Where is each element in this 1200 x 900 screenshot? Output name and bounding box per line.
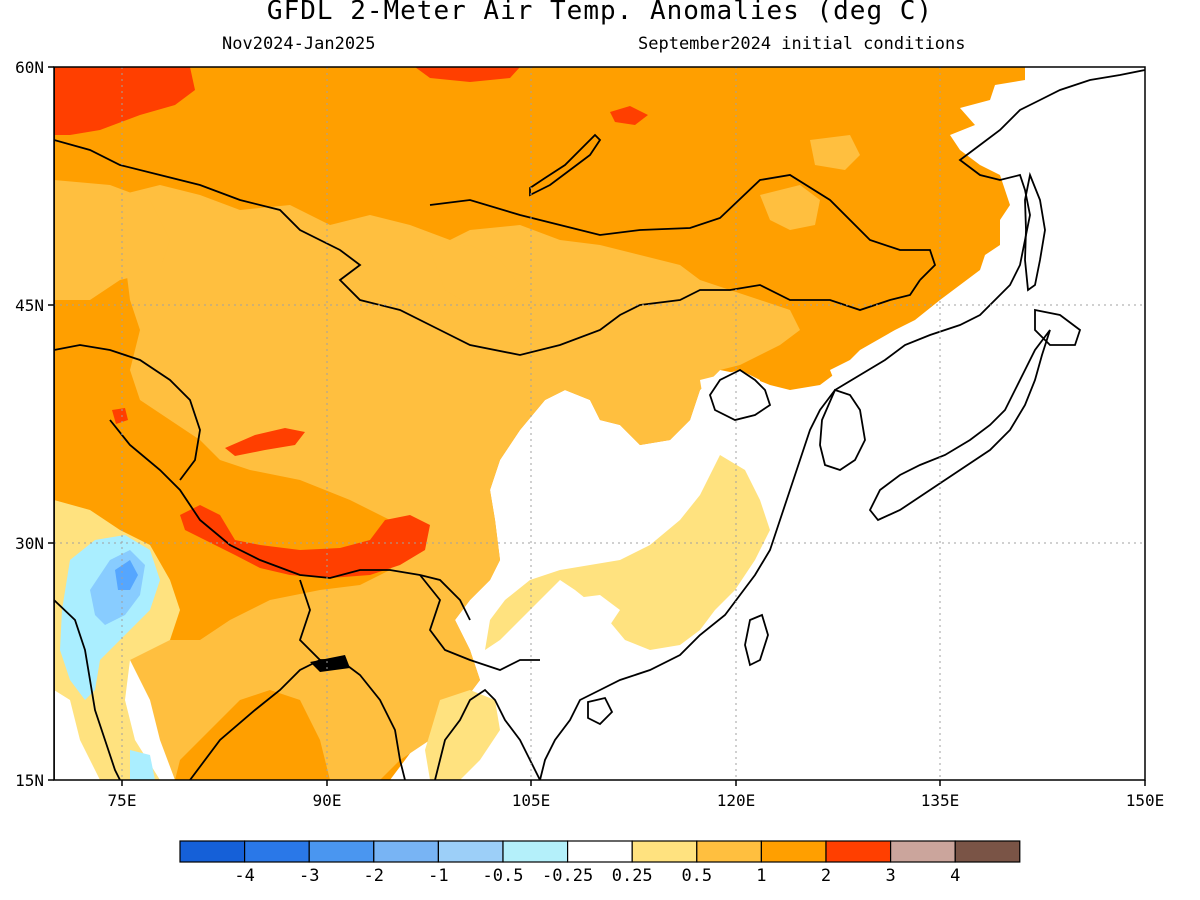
latitude-labels: 60N 45N 30N 15N: [15, 58, 44, 790]
central-asia-border: [54, 344, 201, 481]
colorbar-swatch-8: [696, 840, 762, 863]
colorbar-swatch-6: [566, 840, 633, 863]
map-title: GFDL 2-Meter Air Temp. Anomalies (deg C): [266, 0, 934, 26]
anomaly-region-0.5to1-southeast: [485, 455, 770, 650]
anomaly-hotspot-gt3-urals: [54, 67, 195, 135]
colorbar-swatch-2: [308, 840, 375, 863]
anomaly-patch-1to2-west: [54, 180, 170, 300]
lon-label-135: 135E: [921, 791, 960, 810]
colorbar-label-7: 0.5: [681, 866, 712, 886]
himalaya-border: [109, 419, 471, 621]
colorbar-label-2: -2: [364, 866, 384, 886]
taiwan-outline: [744, 613, 769, 667]
colorbar-label-6: 0.25: [612, 866, 653, 886]
colorbar-swatch-12: [954, 840, 1021, 863]
colorbar-label-1: -3: [299, 866, 319, 886]
bohai-coast: [709, 368, 772, 421]
southwest-border: [298, 579, 321, 661]
neutral-patch-korea: [830, 340, 900, 395]
hokkaido-outline: [1034, 308, 1082, 346]
anomaly-hotspot-gt3-himalaya: [180, 505, 430, 578]
coastal-detail-bengal: [310, 655, 350, 672]
sakhalin-outline: [1024, 171, 1046, 292]
anomaly-region-neg1-india: [115, 560, 138, 590]
colorbar-swatch-11: [889, 840, 956, 863]
axis-ticks: [48, 66, 1146, 786]
anomaly-patch-1to2-northeast: [760, 185, 820, 230]
japan-honshu: [868, 329, 1051, 522]
initial-conditions: September2024 initial conditions: [638, 34, 966, 54]
colorbar-label-8: 1: [756, 866, 766, 886]
colorbar-swatch-4: [437, 840, 504, 863]
neutral-patch-southchina: [545, 595, 620, 640]
russia-china-border: [54, 139, 921, 356]
colorbar-swatch-7: [631, 840, 698, 863]
colorbar-swatch-9: [760, 840, 827, 863]
colorbar-swatch-0: [179, 840, 246, 863]
mongolia-north-border: [429, 174, 937, 281]
map-frame: [53, 66, 1146, 781]
anomaly-hotspot-gt3-siberia: [610, 106, 648, 125]
baikal-lake: [529, 133, 602, 197]
burma-border: [419, 574, 540, 671]
lon-label-90: 90E: [313, 791, 342, 810]
anomaly-patch-1to2-siberia: [810, 135, 860, 170]
colorbar-label-9: 2: [821, 866, 831, 886]
colorbar-swatch-5: [502, 840, 569, 863]
colorbar-label-3: -1: [428, 866, 448, 886]
lat-label-15: 15N: [15, 771, 44, 790]
coastlines-and-borders: [54, 67, 1145, 780]
longitude-labels: 75E 90E 105E 120E 135E 150E: [108, 791, 1165, 810]
forecast-period: Nov2024-Jan2025: [222, 34, 376, 54]
colorbar-label-4: -0.5: [483, 866, 524, 886]
colorbar-label-0: -4: [234, 866, 254, 886]
anomaly-region-1to2-central: [110, 185, 800, 780]
graticule: [54, 67, 1145, 780]
korea-outline: [819, 388, 866, 471]
anomaly-patch-1to2-mongolia: [430, 245, 520, 305]
anomaly-hotspot-gt3-tibet-north: [225, 428, 305, 456]
anomaly-hotspot-gt3-kashmir: [112, 408, 128, 424]
hainan-outline: [587, 696, 614, 726]
lon-label-105: 105E: [512, 791, 551, 810]
colorbar-swatch-10: [825, 840, 892, 863]
india-coast: [54, 599, 121, 780]
lat-label-45: 45N: [15, 296, 44, 315]
anomaly-region-0.5to1-indochina: [425, 690, 500, 780]
colorbar: -4 -3 -2 -1 -0.5 -0.25 0.25 0.5 1 2 3 4: [179, 840, 1021, 886]
lon-label-75: 75E: [108, 791, 137, 810]
lon-label-150: 150E: [1126, 791, 1165, 810]
colorbar-label-10: 3: [885, 866, 895, 886]
lon-label-120: 120E: [717, 791, 756, 810]
colorbar-swatch-3: [373, 840, 439, 863]
colorbar-label-5: -0.25: [542, 866, 593, 886]
anomaly-hotspot-gt3-arctic: [415, 67, 520, 82]
colorbar-label-11: 4: [950, 866, 960, 886]
lat-label-30: 30N: [15, 534, 44, 553]
anomaly-patch-neg0.25-south: [130, 750, 155, 780]
lat-label-60: 60N: [15, 58, 44, 77]
indochina-coast: [434, 688, 541, 780]
east-asia-coast: [539, 69, 1145, 780]
colorbar-swatch-1: [244, 840, 310, 863]
anomaly-field: [54, 67, 1145, 780]
